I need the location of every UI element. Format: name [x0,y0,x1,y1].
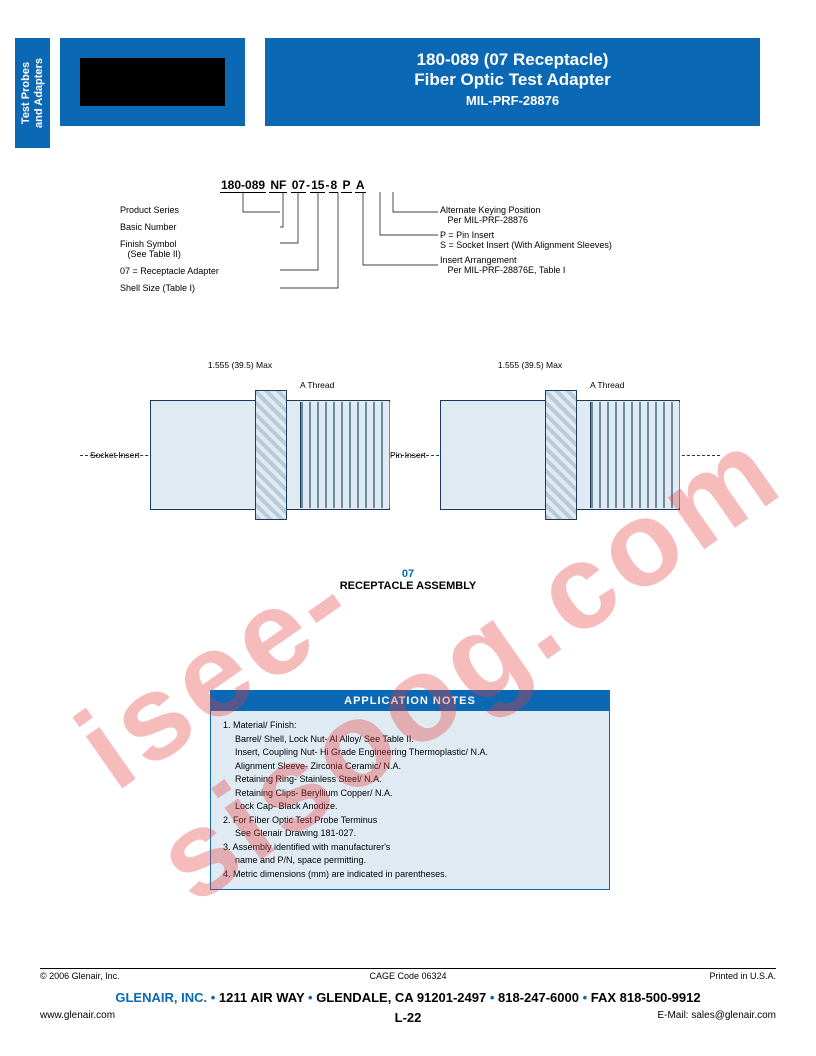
assembly-title: 07 RECEPTACLE ASSEMBLY [0,568,816,592]
dec-left-1: Product Series [120,205,280,215]
decoder-callouts: Product Series Basic Number Finish Symbo… [120,205,680,320]
footer-line: © 2006 Glenair, Inc. CAGE Code 06324 Pri… [40,968,776,982]
an-2a: See Glenair Drawing 181-027. [223,827,597,841]
asm-label: RECEPTACLE ASSEMBLY [340,580,477,592]
an-3a: name and P/N, space permitting. [223,854,597,868]
footer-email: E-Mail: sales@glenair.com [657,1010,776,1021]
footer-bottom: www.glenair.com L-22 E-Mail: sales@glena… [40,1010,776,1021]
pn-s5: 8 [329,178,338,193]
copyright: © 2006 Glenair, Inc. [40,971,120,981]
dec-right-1: Alternate Keying Position Per MIL-PRF-28… [440,205,700,225]
header-line2: Fiber Optic Test Adapter [265,70,760,90]
pn-s6: P [341,178,351,193]
an-1: 1. Material/ Finish: [223,719,597,733]
an-1d: Retaining Ring- Stainless Steel/ N.A. [223,773,597,787]
an-3: 3. Assembly identified with manufacturer… [223,841,597,855]
header-logo-black [80,58,225,106]
dec-right-2: P = Pin InsertS = Socket Insert (With Al… [440,230,700,250]
an-1f: Lock Cap- Black Anodize. [223,800,597,814]
footer-page: L-22 [395,1010,422,1025]
appnotes-title: APPLICATION NOTES [211,691,609,711]
an-4: 4. Metric dimensions (mm) are indicated … [223,868,597,882]
dec-left-4: 07 = Receptacle Adapter [120,266,280,276]
an-1a: Barrel/ Shell, Lock Nut- Al Alloy/ See T… [223,733,597,747]
side-tab-line2: and Adapters [33,58,45,128]
socket-label: Socket Insert [90,450,140,460]
printed-in: Printed in U.S.A. [709,971,776,981]
assembly-socket: 1.555 (39.5) Max A Thread Socket Insert [150,380,390,520]
athread-left: A Thread [300,380,334,390]
dim-left: 1.555 (39.5) Max [150,360,330,370]
dec-right-3: Insert Arrangement Per MIL-PRF-28876E, T… [440,255,700,275]
pn-s7: A [355,178,366,193]
pn-s4: 15 [310,178,325,193]
appnotes-body: 1. Material/ Finish: Barrel/ Shell, Lock… [211,711,609,889]
footer-web: www.glenair.com [40,1010,115,1021]
an-2: 2. For Fiber Optic Test Probe Terminus [223,814,597,828]
pn-s1: 180-089 [220,178,266,193]
pin-label: Pin Insert [390,450,426,460]
side-tab-line1: Test Probes [19,62,31,124]
an-1e: Retaining Clips- Beryllium Copper/ N.A. [223,787,597,801]
header-title-panel: 180-089 (07 Receptacle) Fiber Optic Test… [265,38,760,126]
athread-right: A Thread [590,380,624,390]
an-1c: Alignment Sleeve- Zirconia Ceramic/ N.A. [223,760,597,774]
part-number: 180-089 NF 07-15-8 P A [220,178,366,193]
application-notes: APPLICATION NOTES 1. Material/ Finish: B… [210,690,610,890]
pn-s2: NF [269,178,287,193]
dec-left-5: Shell Size (Table I) [120,283,280,293]
dec-left-3: Finish Symbol (See Table II) [120,239,280,259]
pn-s3: 07 [291,178,306,193]
dim-right: 1.555 (39.5) Max [440,360,620,370]
header-line1: 180-089 (07 Receptacle) [265,50,760,70]
assembly-pin: 1.555 (39.5) Max A Thread Pin Insert [440,380,680,520]
footer-address: GLENAIR, INC. • 1211 AIR WAY • GLENDALE,… [40,990,776,1005]
side-tab: Test Probes and Adapters [15,38,50,148]
asm-num: 07 [0,568,816,580]
cage-code: CAGE Code 06324 [369,971,446,981]
an-1b: Insert, Coupling Nut- Hi Grade Engineeri… [223,746,597,760]
footer-company: GLENAIR, INC. [115,990,207,1005]
drawing-area: 1.555 (39.5) Max A Thread Socket Insert … [150,380,710,590]
header-line3: MIL-PRF-28876 [265,93,760,108]
dec-left-2: Basic Number [120,222,280,232]
